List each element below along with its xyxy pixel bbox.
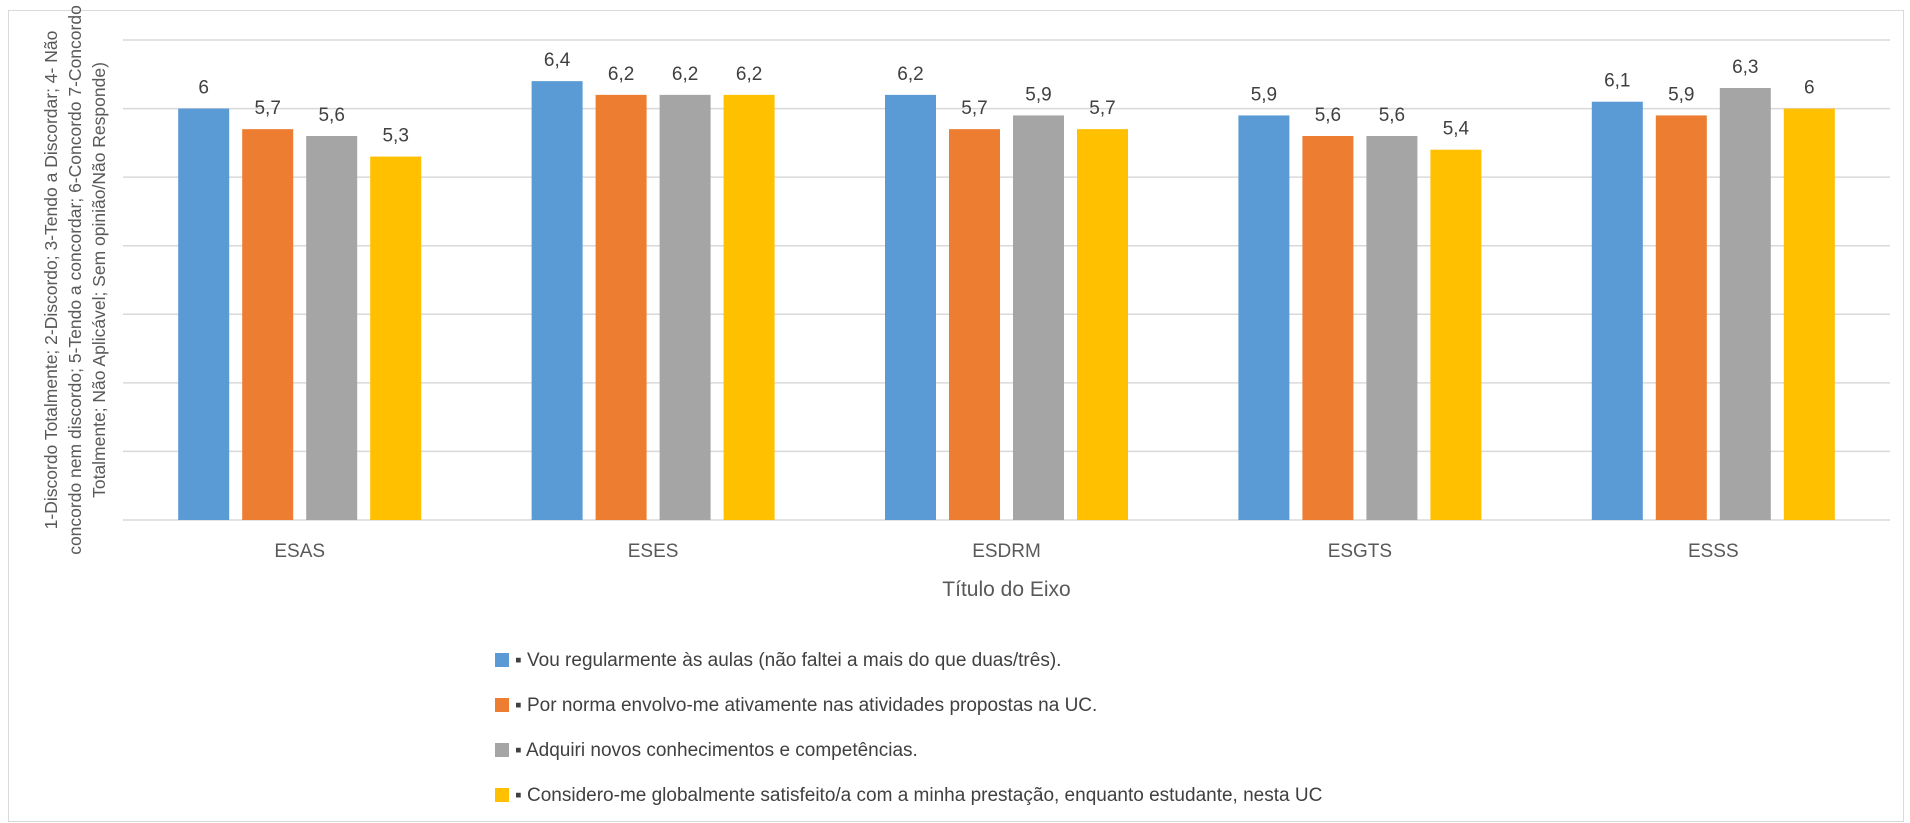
bar: [1238, 115, 1290, 520]
data-label: 5,6: [1379, 105, 1405, 126]
data-label: 6,1: [1604, 71, 1630, 92]
data-label: 6,2: [608, 64, 634, 85]
data-label: 5,6: [1315, 105, 1341, 126]
bar: [1591, 101, 1643, 520]
legend-entry: ▪ Adquiri novos conhecimentos e competên…: [515, 740, 918, 761]
bar: [1366, 136, 1418, 520]
bar: [1719, 88, 1771, 520]
x-tick-label: ESSS: [1688, 541, 1739, 562]
x-axis-title: Título do Eixo: [942, 578, 1070, 601]
bar: [595, 94, 647, 520]
bar: [885, 94, 936, 520]
bar: [949, 129, 1000, 520]
x-tick-label: ESDRM: [972, 541, 1041, 562]
x-tick-label: ESGTS: [1328, 541, 1392, 562]
data-label: 6: [1804, 78, 1815, 99]
bar: [1783, 108, 1835, 521]
bar: [531, 81, 583, 521]
legend-entry: ▪ Vou regularmente às aulas (não faltei …: [515, 650, 1061, 671]
legend-swatch: [495, 653, 509, 667]
y-axis-title-line: Totalmente; Não Aplicável; Sem opinião/N…: [89, 62, 109, 498]
bar: [242, 129, 294, 520]
data-label: 6,4: [544, 50, 571, 71]
data-label: 5,6: [318, 105, 344, 126]
data-label: 6,2: [736, 64, 762, 85]
bar: [1077, 129, 1128, 520]
x-tick-label: ESAS: [274, 541, 325, 562]
data-label: 5,4: [1443, 119, 1470, 140]
data-label: 6,2: [897, 64, 923, 85]
data-label: 5,7: [254, 98, 280, 119]
legend-swatch: [495, 743, 509, 757]
bar: [1655, 115, 1707, 520]
data-label: 5,9: [1251, 84, 1277, 105]
bar: [659, 94, 711, 520]
bar: [1430, 149, 1482, 520]
data-label: 5,3: [382, 126, 408, 147]
x-tick-label: ESES: [628, 541, 679, 562]
y-axis-title-line: 1-Discordo Totalmente; 2-Discordo; 3-Ten…: [41, 31, 61, 530]
bar: [178, 108, 230, 521]
legend-entry: ▪ Considero-me globalmente satisfeito/a …: [515, 785, 1322, 806]
bar: [723, 94, 775, 520]
legend-swatch: [495, 788, 509, 802]
legend-entry: ▪ Por norma envolvo-me ativamente nas at…: [515, 695, 1097, 716]
data-label: 6,2: [672, 64, 698, 85]
bar: [306, 136, 358, 520]
bar: [370, 156, 422, 521]
y-axis-title-line: concordo nem discordo; 5-Tendo a concord…: [65, 5, 85, 555]
bar: [1013, 115, 1064, 520]
data-label: 6: [198, 78, 209, 99]
data-label: 5,7: [961, 98, 987, 119]
bar: [1302, 136, 1354, 520]
data-label: 6,3: [1732, 57, 1758, 78]
data-label: 5,7: [1089, 98, 1115, 119]
legend-swatch: [495, 698, 509, 712]
data-label: 5,9: [1025, 84, 1051, 105]
data-label: 5,9: [1668, 84, 1694, 105]
